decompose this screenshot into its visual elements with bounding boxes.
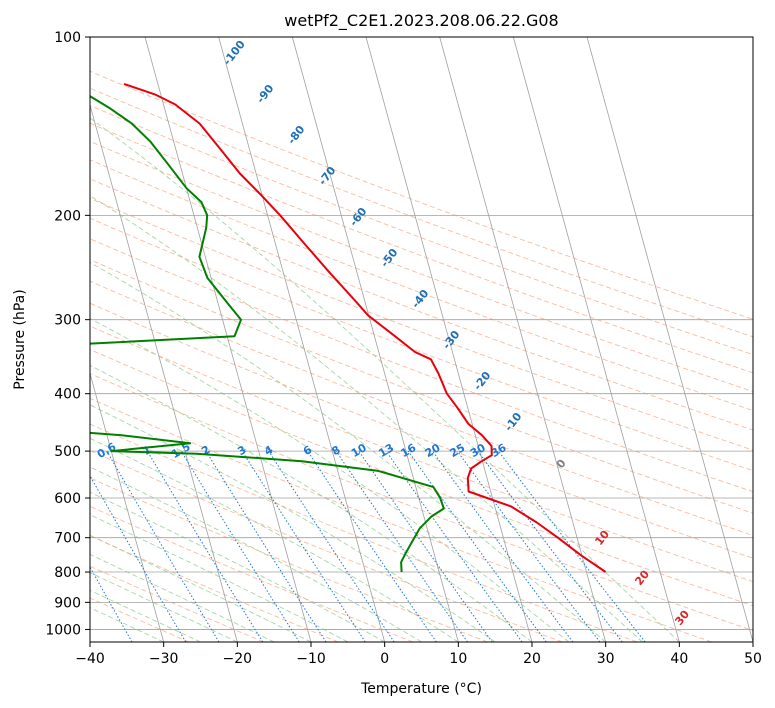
moist-adiabat-line — [90, 364, 533, 642]
temperature-profile-line — [123, 82, 607, 573]
mixing-ratio-line — [456, 450, 601, 642]
dewpoint-profile-line — [90, 94, 445, 573]
x-tick-label: 20 — [523, 651, 541, 667]
dry-adiabats — [90, 70, 753, 642]
dry-adiabat-line — [90, 423, 638, 642]
y-tick-label: 500 — [54, 444, 81, 460]
isobars — [90, 37, 753, 630]
profiles — [90, 82, 607, 573]
moist-adiabat-line — [90, 261, 606, 642]
x-tick-label: 50 — [744, 651, 762, 667]
y-tick-label: 1000 — [45, 622, 81, 638]
y-tick-label: 100 — [54, 30, 81, 46]
y-axis-ticks: 100 200 300 400 500 600 700 800 900 1000 — [45, 30, 90, 638]
isotherm-line — [144, 37, 312, 642]
moist-adiabat-line — [90, 572, 238, 642]
moist-adiabat-line — [90, 117, 680, 642]
dry-adiabat-line — [90, 397, 712, 642]
dry-adiabat-label: 40 — [712, 648, 732, 668]
dry-adiabat-line — [90, 280, 753, 536]
y-tick-label: 900 — [54, 595, 81, 611]
x-tick-label: 30 — [597, 651, 615, 667]
mixing-ratio-line — [432, 450, 574, 642]
mixing-ratio-line — [385, 450, 523, 642]
dry-adiabat-line — [90, 325, 753, 583]
dry-adiabat-line — [90, 259, 753, 514]
dry-adiabat-line — [90, 178, 753, 431]
dry-adiabat-line — [90, 238, 753, 493]
mixing-ratio-line — [307, 450, 437, 642]
isotherm-line — [512, 37, 680, 642]
mixing-ratio-label: 0.2 — [14, 440, 37, 461]
y-tick-label: 600 — [54, 491, 81, 507]
mixing-ratio-line — [498, 450, 646, 642]
isotherm-line — [291, 37, 459, 642]
mixing-ratio-line — [241, 450, 366, 642]
dry-adiabat-line — [90, 477, 488, 642]
moist-adiabat-line — [90, 404, 496, 642]
x-tick-label: 0 — [380, 651, 389, 667]
y-axis-label: Pressure (hPa) — [12, 289, 28, 389]
y-tick-label: 200 — [54, 208, 81, 224]
isotherm-line — [90, 372, 165, 642]
x-tick-label: 10 — [449, 651, 467, 667]
moist-adiabat-line — [90, 553, 275, 642]
mixing-ratio-line — [358, 450, 493, 642]
dry-adiabat-line — [90, 505, 414, 642]
x-axis-label: Temperature (°C) — [360, 681, 482, 697]
mixing-ratio-line — [268, 450, 395, 642]
y-tick-label: 800 — [54, 565, 81, 581]
x-tick-label: −10 — [296, 651, 326, 667]
isotherm-line — [218, 37, 386, 642]
plot-frame — [89, 36, 754, 643]
mixing-ratio-line — [477, 450, 623, 642]
moist-adiabat-line — [90, 317, 570, 642]
x-axis-ticks: −40 −30 −20 −10 0 10 20 30 40 50 — [75, 642, 762, 667]
x-tick-label: −30 — [149, 651, 179, 667]
mixing-ratio-line — [146, 450, 264, 642]
dry-adiabat-line — [90, 373, 753, 632]
chart-title: wetPf2_C2E1.2023.208.06.22.G08 — [284, 11, 558, 31]
dry-adiabat-line — [90, 348, 753, 607]
dry-adiabat-line — [90, 565, 264, 642]
moist-adiabat-line — [90, 466, 422, 642]
x-tick-label: −20 — [223, 651, 253, 667]
plot-area: -100-90-80-70-60-50-40-30-20-10010203040… — [14, 37, 753, 668]
moist-adiabat-line — [90, 514, 349, 642]
dry-adiabat-line — [90, 450, 563, 642]
isotherm-line — [365, 37, 533, 642]
x-tick-label: −40 — [75, 651, 105, 667]
y-tick-label: 700 — [54, 531, 81, 547]
dry-adiabat-line — [90, 197, 753, 451]
dry-adiabat-line — [90, 217, 753, 472]
isotherm-line — [439, 37, 607, 642]
y-tick-label: 400 — [54, 387, 81, 403]
mixing-ratio-line — [180, 450, 300, 642]
moist-adiabat-line — [90, 589, 201, 642]
isotherm-line — [586, 37, 753, 642]
x-tick-label: 40 — [670, 651, 688, 667]
y-tick-label: 300 — [54, 313, 81, 329]
mixing-ratio-line — [335, 450, 468, 642]
